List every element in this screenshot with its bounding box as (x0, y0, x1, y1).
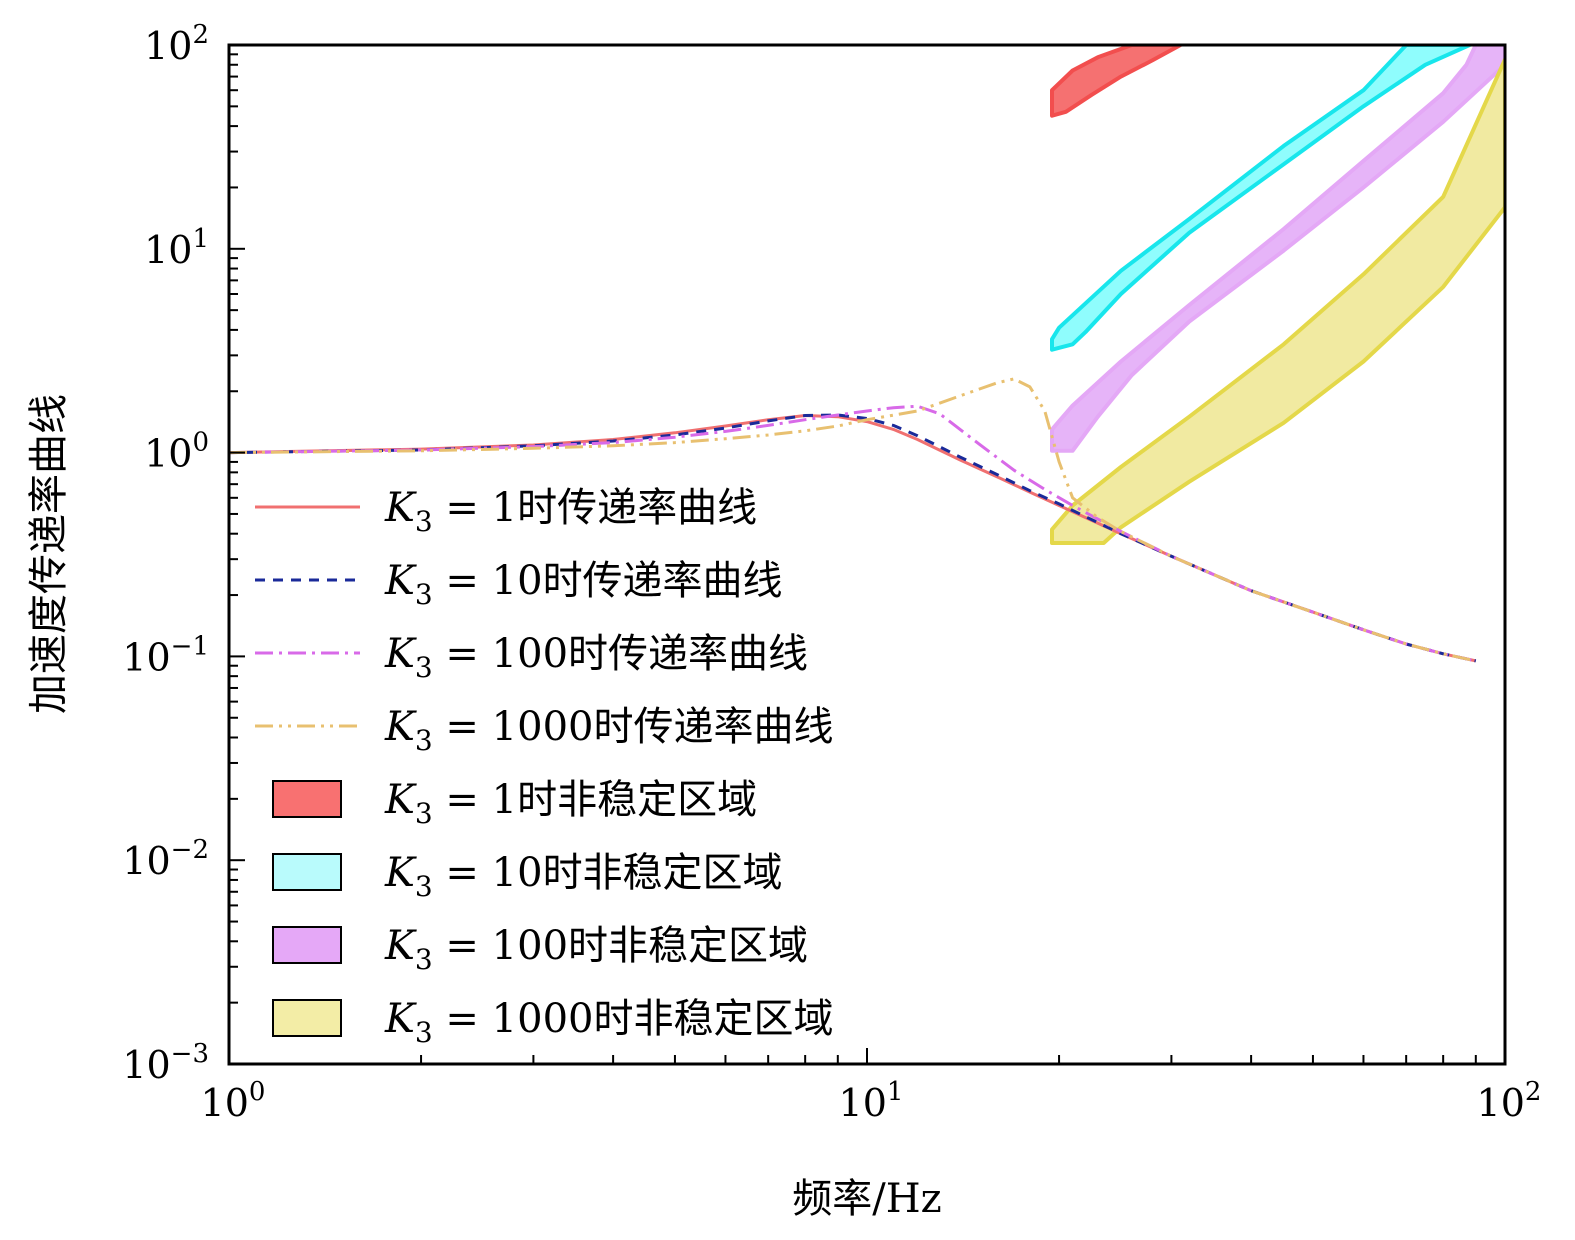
y-tick-label: 100 (144, 428, 209, 476)
unstable-region-1 (1050, 45, 1472, 352)
x-axis-title: 频率/Hz (792, 1176, 941, 1222)
y-axis-title: 加速度传递率曲线 (26, 394, 72, 714)
series-line-2 (229, 404, 1477, 663)
legend-label-series-2: K3 = 100时传递率曲线 (384, 631, 808, 684)
legend-label-region-3: K3 = 1000时非稳定区域 (384, 996, 833, 1049)
axes (227, 43, 1507, 1066)
y-tick-label: 101 (144, 224, 209, 272)
legend-swatch-region-0 (272, 780, 342, 818)
unstable-regions (1050, 45, 1505, 545)
plot-frame (227, 43, 1507, 1066)
series-line-3 (229, 377, 1477, 663)
y-tick-label: 10−1 (122, 631, 209, 679)
x-tick-label: 101 (839, 1077, 904, 1125)
legend-label-region-0: K3 = 1时非稳定区域 (384, 777, 757, 830)
x-tick-label: 102 (1477, 1077, 1542, 1125)
legend-label-series-0: K3 = 1时传递率曲线 (384, 485, 757, 538)
y-tick-label: 10−3 (122, 1039, 209, 1087)
series-line-0 (229, 414, 1477, 663)
unstable-region-3 (1050, 57, 1505, 545)
legend-label-series-3: K3 = 1000时传递率曲线 (384, 704, 833, 757)
legend-swatch-region-3 (272, 999, 342, 1037)
unstable-region-0 (1050, 45, 1183, 118)
y-tick-label: 102 (144, 20, 209, 68)
x-tick-label: 100 (201, 1077, 266, 1125)
legend-label-region-1: K3 = 10时非稳定区域 (384, 850, 783, 903)
transmissibility-curves (229, 377, 1477, 663)
legend: K3 = 1时传递率曲线 K3 = 10时传递率曲线 K3 = 100时传递率曲线 K… (255, 485, 833, 1049)
legend-swatch-region-1 (272, 853, 342, 891)
legend-swatch-region-2 (272, 926, 342, 964)
legend-label-series-1: K3 = 10时传递率曲线 (384, 558, 783, 611)
ticks (228, 53, 1477, 1065)
y-tick-label: 10−2 (122, 835, 209, 883)
tick-labels: 100 101 102 10−3 10−2 10−1 100 101 102 (122, 20, 1541, 1125)
unstable-region-2 (1050, 45, 1505, 453)
legend-label-region-2: K3 = 100时非稳定区域 (384, 923, 808, 976)
